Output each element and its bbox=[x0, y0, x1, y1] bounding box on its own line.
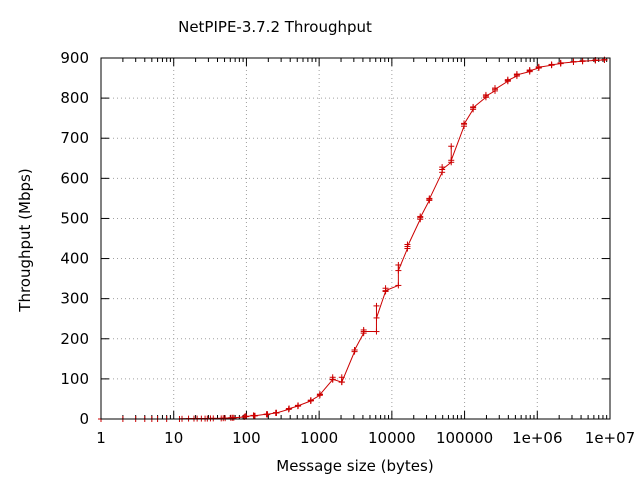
x-tick-label: 1000 bbox=[300, 429, 338, 447]
chart-title: NetPIPE-3.7.2 Throughput bbox=[178, 18, 372, 36]
grid-layer bbox=[101, 58, 610, 419]
data-point-marker bbox=[557, 60, 564, 67]
x-tick-label: 100 bbox=[232, 429, 261, 447]
data-point-marker bbox=[439, 166, 446, 173]
data-point-marker bbox=[570, 59, 577, 66]
y-tick-label: 300 bbox=[60, 290, 89, 308]
data-point-marker bbox=[373, 328, 380, 335]
data-point-marker bbox=[360, 328, 367, 335]
data-point-marker bbox=[351, 347, 358, 354]
data-point-marker bbox=[222, 415, 229, 422]
data-point-marker bbox=[338, 379, 345, 386]
tick-layer: 1 10 100 1000 10000 100000 1e+06 1e+07 0 100 200 30… bbox=[60, 49, 635, 447]
data-point-marker bbox=[526, 67, 533, 74]
series-line bbox=[101, 59, 605, 420]
data-point-marker bbox=[382, 287, 389, 294]
y-tick-label: 600 bbox=[60, 169, 89, 187]
x-tick-label: 10 bbox=[164, 429, 183, 447]
data-point-marker bbox=[395, 261, 402, 268]
data-point-marker bbox=[426, 196, 433, 203]
data-point-marker bbox=[316, 391, 323, 398]
data-point-marker bbox=[307, 397, 314, 404]
x-axis-label: Message size (bytes) bbox=[276, 457, 433, 475]
data-point-marker bbox=[295, 402, 302, 409]
data-point-marker bbox=[448, 143, 455, 150]
y-tick-label: 700 bbox=[60, 129, 89, 147]
x-tick-label: 1e+06 bbox=[512, 429, 562, 447]
x-tick-label: 10000 bbox=[368, 429, 416, 447]
data-point-marker bbox=[492, 86, 499, 93]
series-layer bbox=[98, 56, 608, 422]
data-point-marker bbox=[264, 411, 271, 418]
data-point-marker bbox=[417, 214, 424, 221]
plot-frame bbox=[100, 57, 611, 420]
data-point-marker bbox=[579, 58, 586, 65]
y-tick-label: 900 bbox=[60, 49, 89, 67]
data-point-marker bbox=[230, 414, 237, 421]
x-tick-label: 1e+07 bbox=[585, 429, 635, 447]
data-point-marker bbox=[373, 314, 380, 321]
data-point-marker bbox=[470, 104, 477, 111]
y-axis-label: Throughput (Mbps) bbox=[16, 168, 34, 312]
x-tick-label: 100000 bbox=[436, 429, 493, 447]
y-tick-label: 100 bbox=[60, 370, 89, 388]
data-point-marker bbox=[482, 93, 489, 100]
data-point-marker bbox=[461, 121, 468, 128]
y-tick-label: 0 bbox=[79, 410, 89, 428]
data-point-marker bbox=[395, 267, 402, 274]
data-point-marker bbox=[448, 157, 455, 164]
data-point-marker bbox=[504, 77, 511, 84]
data-point-marker bbox=[513, 71, 520, 78]
data-point-marker bbox=[329, 376, 336, 383]
data-point-marker bbox=[273, 409, 280, 416]
data-point-marker bbox=[404, 243, 411, 250]
y-tick-label: 800 bbox=[60, 89, 89, 107]
data-point-marker bbox=[286, 405, 293, 412]
y-tick-label: 200 bbox=[60, 330, 89, 348]
x-tick-label: 1 bbox=[96, 429, 106, 447]
data-point-marker bbox=[395, 282, 402, 289]
data-point-marker bbox=[373, 302, 380, 309]
data-point-marker bbox=[210, 415, 217, 422]
y-tick-label: 500 bbox=[60, 209, 89, 227]
data-point-marker bbox=[251, 412, 258, 419]
data-point-marker bbox=[535, 64, 542, 71]
y-tick-label: 400 bbox=[60, 250, 89, 268]
data-point-marker bbox=[548, 61, 555, 68]
